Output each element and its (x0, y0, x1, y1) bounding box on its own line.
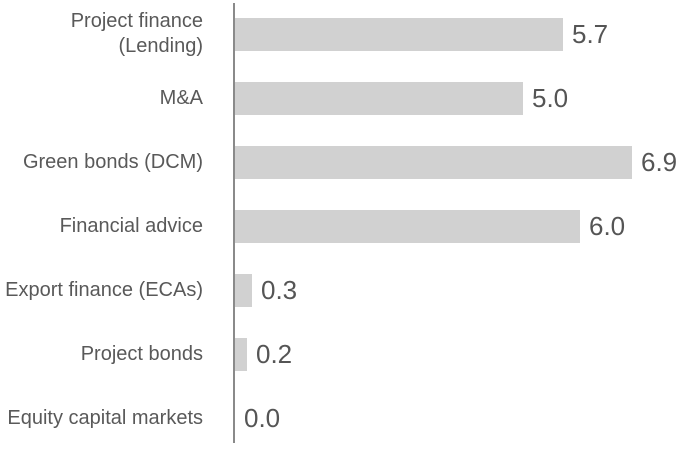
bar-track: 0.0 (233, 386, 680, 450)
bar-row: Financial advice 6.0 (0, 194, 680, 258)
category-label: Financial advice (59, 214, 203, 237)
bar (235, 17, 563, 51)
y-axis-line (233, 3, 235, 443)
value-label: 0.0 (244, 402, 281, 433)
bar (235, 209, 580, 243)
bar-row: M&A 5.0 (0, 66, 680, 130)
category-label: Export finance (ECAs) (5, 278, 203, 301)
bar-row: Project finance (Lending) 5.7 (0, 2, 680, 66)
category-label: M&A (159, 86, 203, 109)
bar (235, 81, 523, 115)
bar (235, 145, 632, 179)
bar-row: Green bonds (DCM) 6.9 (0, 130, 680, 194)
value-label: 6.0 (589, 210, 626, 241)
bar-track: 0.3 (233, 258, 680, 322)
category-label: Project bonds (80, 342, 203, 365)
value-label: 0.2 (256, 338, 293, 369)
bar (235, 273, 252, 307)
bar-track: 6.9 (233, 130, 680, 194)
bar (235, 337, 247, 371)
bar-track: 5.7 (233, 2, 680, 66)
bar-track: 5.0 (233, 66, 680, 130)
value-label: 6.9 (641, 146, 678, 177)
bar-row: Project bonds 0.2 (0, 322, 680, 386)
bar-track: 6.0 (233, 194, 680, 258)
value-label: 5.7 (572, 18, 609, 49)
bar-track: 0.2 (233, 322, 680, 386)
category-label: Green bonds (DCM) (22, 150, 203, 173)
value-label: 0.3 (261, 274, 298, 305)
bar-row: Equity capital markets 0.0 (0, 386, 680, 450)
bar-row: Export finance (ECAs) 0.3 (0, 258, 680, 322)
category-label: Equity capital markets (7, 406, 203, 429)
value-label: 5.0 (532, 82, 569, 113)
category-label: Project finance (Lending) (70, 10, 203, 57)
